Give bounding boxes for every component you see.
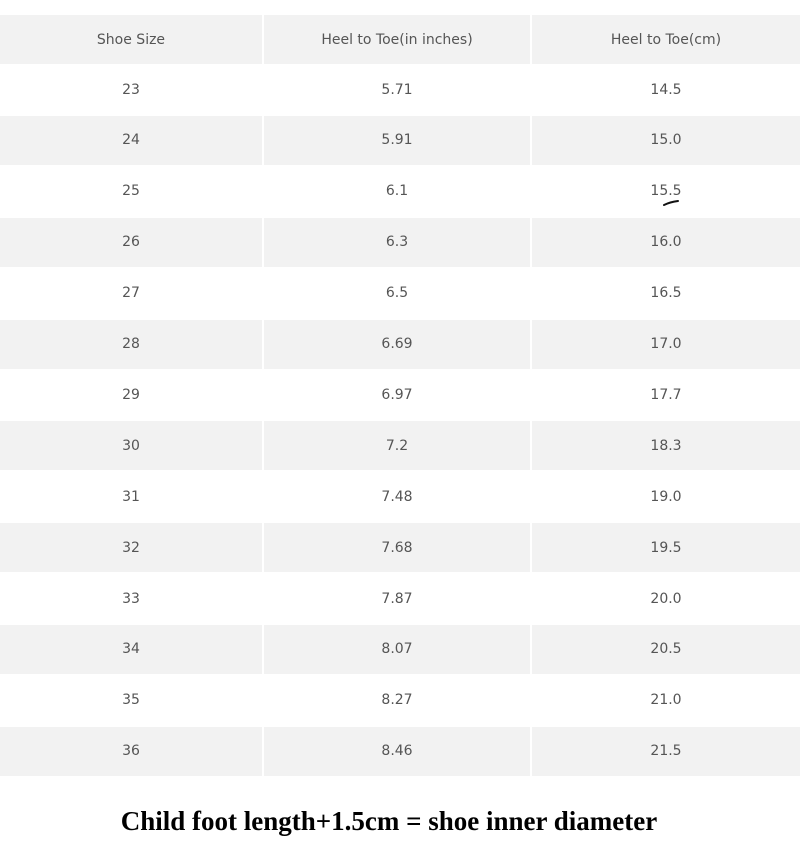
cell: 33 (122, 590, 140, 607)
cell: 15.0 (532, 115, 800, 165)
cell: 14.5 (650, 81, 682, 98)
cell: 15.5 (650, 183, 682, 200)
table-row: 30 7.2 18.3 (0, 421, 800, 471)
cell: 21.0 (650, 692, 682, 709)
cell: 29 (122, 386, 140, 403)
cell: 7.87 (381, 590, 413, 607)
table-row: 24 5.91 15.0 (0, 115, 800, 165)
cell: 36 (0, 726, 262, 776)
cell: 28 (0, 319, 262, 369)
cell: 7.68 (264, 523, 530, 573)
cell: 16.0 (532, 217, 800, 267)
cell: 16.5 (650, 285, 682, 302)
cell: 18.3 (532, 421, 800, 471)
cell: 17.0 (532, 319, 800, 369)
cell: 20.5 (532, 624, 800, 674)
cell: 21.5 (532, 726, 800, 776)
cell: 31 (122, 488, 140, 505)
table-row: 23 5.71 14.5 (0, 65, 800, 114)
cell: 23 (122, 81, 140, 98)
table-row: 27 6.5 16.5 (0, 269, 800, 318)
table-row: 29 6.97 17.7 (0, 370, 800, 419)
cell: 5.91 (264, 115, 530, 165)
cell: 25 (122, 183, 140, 200)
table-row: 34 8.07 20.5 (0, 624, 800, 674)
cell: 6.3 (264, 217, 530, 267)
cell: 8.46 (264, 726, 530, 776)
table-row: 35 8.27 21.0 (0, 676, 800, 725)
cell: 6.5 (385, 285, 409, 302)
cell: Shoe Size (0, 15, 262, 64)
cell: 7.2 (264, 421, 530, 471)
cell: 19.5 (532, 523, 800, 573)
table-row: 36 8.46 21.5 (0, 726, 800, 776)
cell: 20.0 (650, 590, 682, 607)
cell: 17.7 (650, 386, 682, 403)
cell: 7.48 (381, 488, 413, 505)
header-row: Shoe Size Heel to Toe(in inches) Heel to T… (0, 15, 800, 64)
table-row: 26 6.3 16.0 (0, 217, 800, 267)
table-row: 31 7.48 19.0 (0, 472, 800, 521)
cell: 24 (0, 115, 262, 165)
table-row: 28 6.69 17.0 (0, 319, 800, 369)
cell: 27 (122, 285, 140, 302)
pen-mark (663, 200, 679, 206)
cell: 6.69 (264, 319, 530, 369)
cell: 26 (0, 217, 262, 267)
cell: 6.97 (381, 386, 413, 403)
table-row: 32 7.68 19.5 (0, 523, 800, 573)
table-row: 33 7.87 20.0 (0, 574, 800, 623)
cell: 34 (0, 624, 262, 674)
cell: Heel to Toe(cm) (532, 15, 800, 64)
cell: 8.27 (381, 692, 413, 709)
cell: 8.07 (264, 624, 530, 674)
cell: 30 (0, 421, 262, 471)
table-row: 25 6.1 15.5 (0, 167, 800, 216)
cell: 19.0 (650, 488, 682, 505)
cell: 6.1 (385, 183, 409, 200)
caption: Child foot length+1.5cm = shoe inner dia… (120, 806, 658, 836)
cell: Heel to Toe(in inches) (264, 15, 530, 64)
cell: 35 (122, 692, 140, 709)
cell: 32 (0, 523, 262, 573)
cell: 5.71 (381, 81, 413, 98)
